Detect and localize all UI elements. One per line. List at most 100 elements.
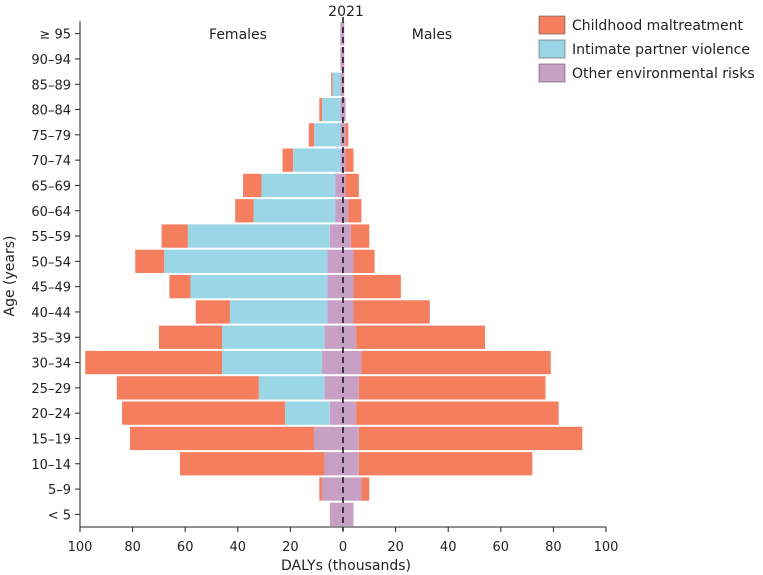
bar-females-childhood-maltreatment-15-19 — [129, 426, 315, 451]
bar-females-other-environmental-risks-30-34 — [321, 350, 343, 375]
females-side-label: Females — [209, 27, 267, 43]
bar-males-other-environmental-risks-65-69 — [343, 173, 346, 198]
bar-males-childhood-maltreatment-30-34 — [361, 350, 551, 375]
x-tick-label-4: 20 — [282, 540, 299, 555]
bar-females-childhood-maltreatment-35-39 — [158, 325, 223, 349]
y-tick-label-95: ≥ 95 — [39, 28, 71, 43]
chart-title: 2021 — [328, 4, 364, 20]
bar-females-childhood-maltreatment-30-34 — [85, 350, 223, 375]
legend-swatch-other-environmental-risks — [538, 63, 566, 83]
males-side-label: Males — [412, 27, 452, 43]
x-tick-label-6: 20 — [387, 540, 404, 555]
bar-females-other-environmental-risks-95 — [340, 22, 343, 46]
bar-females-childhood-maltreatment-65-69 — [243, 173, 262, 198]
bar-females-childhood-maltreatment-20-24 — [122, 401, 286, 425]
bar-females-other-environmental-risks-20-24 — [329, 401, 343, 425]
bar-males-childhood-maltreatment-45-49 — [353, 275, 401, 299]
bar-females-childhood-maltreatment-5-9 — [319, 477, 322, 501]
bar-females-other-environmental-risks-50-54 — [327, 249, 343, 273]
bar-females-intimate-partner-violence-20-24 — [285, 401, 330, 425]
bar-females-other-environmental-risks-70-74 — [340, 148, 343, 172]
bar-males-other-environmental-risks-25-29 — [343, 376, 359, 400]
legend-swatch-childhood-maltreatment — [538, 15, 566, 35]
bar-males-other-environmental-risks-55-59 — [343, 224, 351, 248]
bar-females-intimate-partner-violence-75-79 — [314, 123, 341, 147]
bar-females-childhood-maltreatment-70-74 — [282, 148, 294, 172]
bar-males-other-environmental-risks-15-19 — [343, 426, 359, 451]
bar-males-childhood-maltreatment-65-69 — [345, 173, 359, 198]
x-tick-label-0: 100 — [68, 540, 93, 555]
bar-males-other-environmental-risks-20-24 — [343, 401, 357, 425]
bar-females-childhood-maltreatment-40-44 — [195, 300, 230, 324]
y-tick-label-50-54: 50–54 — [31, 255, 71, 270]
bar-males-other-environmental-risks-35-39 — [343, 325, 357, 349]
bar-males-other-environmental-risks-30-34 — [343, 350, 362, 375]
bar-females-other-environmental-risks-90-94 — [340, 47, 343, 71]
y-tick-label-40-44: 40–44 — [31, 306, 71, 321]
y-axis-title: Age (years) — [2, 236, 18, 317]
y-tick-label-60-64: 60–64 — [31, 205, 71, 220]
x-tick-label-9: 80 — [545, 540, 562, 555]
y-tick-label-45-49: 45–49 — [31, 281, 71, 296]
bar-females-intimate-partner-violence-50-54 — [164, 249, 328, 273]
bar-females-childhood-maltreatment-25-29 — [116, 376, 259, 400]
x-tick-label-1: 80 — [124, 540, 141, 555]
bar-males-childhood-maltreatment-20-24 — [356, 401, 559, 425]
bar-females-other-environmental-risks-75-79 — [340, 123, 343, 147]
bar-females-intimate-partner-violence-40-44 — [229, 300, 328, 324]
bar-females-other-environmental-risks-35-39 — [324, 325, 343, 349]
bar-males-other-environmental-risks-80-84 — [343, 97, 346, 122]
bar-females-childhood-maltreatment-75-79 — [308, 123, 315, 147]
bar-females-other-environmental-risks-10-14 — [324, 452, 343, 476]
y-tick-label-30-34: 30–34 — [31, 357, 71, 372]
bar-males-childhood-maltreatment-75-79 — [345, 123, 349, 147]
bar-males-childhood-maltreatment-25-29 — [358, 376, 546, 400]
y-tick-label-15-19: 15–19 — [31, 432, 71, 447]
bar-males-other-environmental-risks-40-44 — [343, 300, 354, 324]
x-tick-label-2: 60 — [177, 540, 194, 555]
y-tick-label-20-24: 20–24 — [31, 407, 71, 422]
bar-males-other-environmental-risks-50-54 — [343, 249, 354, 273]
legend: Childhood maltreatment Intimate partner v… — [538, 15, 755, 83]
bar-females-intimate-partner-violence-35-39 — [222, 325, 325, 349]
y-tick-label-75-79: 75–79 — [31, 129, 71, 144]
axes: < 5 5–9 10–14 15–19 20–24 25–29 30–34 35–39 40–4… — [31, 21, 618, 555]
bar-males-childhood-maltreatment-60-64 — [348, 199, 362, 223]
bar-females-childhood-maltreatment-60-64 — [235, 199, 254, 223]
x-tick-label-10: 100 — [594, 540, 619, 555]
legend-swatch-intimate-partner-violence — [538, 39, 566, 59]
plot-area — [85, 17, 583, 531]
y-tick-label-35-39: 35–39 — [31, 331, 71, 346]
bar-females-intimate-partner-violence-45-49 — [190, 275, 328, 299]
bar-males-other-environmental-risks-5 — [343, 502, 354, 526]
bar-males-other-environmental-risks-95 — [343, 22, 345, 46]
y-tick-label-80-84: 80–84 — [31, 104, 71, 119]
y-tick-label-25-29: 25–29 — [31, 382, 71, 397]
y-tick-label-85-89: 85–89 — [31, 78, 71, 93]
bar-females-other-environmental-risks-45-49 — [327, 275, 343, 299]
y-tick-label-55-59: 55–59 — [31, 230, 71, 245]
bar-males-childhood-maltreatment-50-54 — [353, 249, 375, 273]
bar-females-other-environmental-risks-5-9 — [321, 477, 343, 501]
y-tick-label-10-14: 10–14 — [31, 458, 71, 473]
x-tick-label-8: 60 — [493, 540, 510, 555]
x-tick-label-7: 40 — [440, 540, 457, 555]
bar-females-intimate-partner-violence-70-74 — [293, 148, 341, 172]
bar-females-other-environmental-risks-80-84 — [340, 97, 343, 122]
legend-label-intimate-partner-violence: Intimate partner violence — [572, 42, 750, 58]
bar-females-intimate-partner-violence-30-34 — [222, 350, 322, 375]
bar-males-childhood-maltreatment-15-19 — [358, 426, 583, 451]
y-tick-label-90-94: 90–94 — [31, 53, 71, 68]
bar-females-other-environmental-risks-60-64 — [335, 199, 343, 223]
bar-males-childhood-maltreatment-55-59 — [350, 224, 370, 248]
bar-males-childhood-maltreatment-70-74 — [345, 148, 354, 172]
bar-males-childhood-maltreatment-35-39 — [356, 325, 486, 349]
bar-females-intimate-partner-violence-80-84 — [321, 97, 341, 122]
bar-males-other-environmental-risks-10-14 — [343, 452, 359, 476]
legend-label-childhood-maltreatment: Childhood maltreatment — [572, 18, 744, 34]
y-tick-label-5: < 5 — [48, 508, 71, 523]
x-axis-title: DALYs (thousands) — [281, 558, 411, 574]
bar-females-other-environmental-risks-65-69 — [335, 173, 343, 198]
bar-females-other-environmental-risks-85-89 — [340, 72, 343, 96]
